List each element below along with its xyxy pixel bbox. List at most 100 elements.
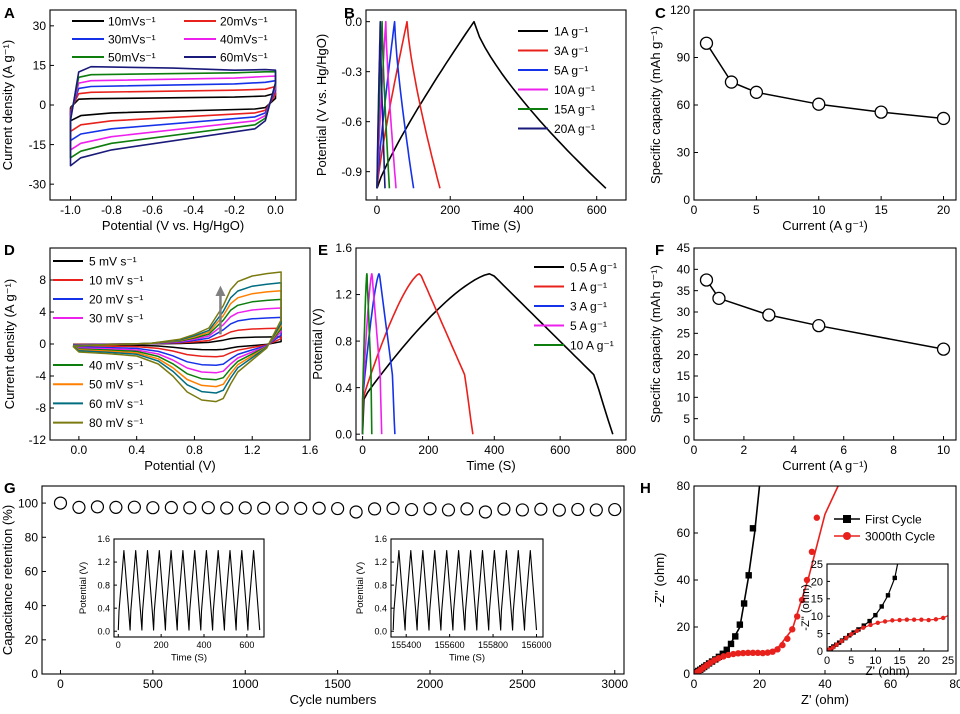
data-point — [779, 641, 786, 649]
gcd-curve — [361, 272, 474, 435]
x-tick-label: 156000 — [521, 640, 551, 650]
legend-entry: 50 mV s⁻¹ — [89, 378, 143, 392]
data-point — [740, 600, 748, 607]
gcd-curve — [361, 272, 396, 435]
data-point — [723, 646, 730, 653]
y-axis-label: Specific capacity (mAh g⁻¹) — [648, 26, 663, 184]
y-tick-label: 40 — [677, 573, 691, 587]
y-tick-label: 0 — [683, 193, 690, 207]
panel-d: 0.0 0.4 0.8 1.2 1.6 -12 -8 -4 0 4 8 Potential (V) Cu… — [2, 247, 319, 473]
data-point — [879, 604, 884, 609]
data-point — [127, 500, 141, 514]
data-point — [904, 617, 910, 622]
inset-cycling: 155400 155600 155800 156000 0.0 0.4 0.8 1.2 1.6 T… — [355, 534, 552, 663]
y-tick-label: 15 — [33, 59, 47, 73]
y-tick-label: 30 — [33, 19, 47, 33]
data-point — [724, 75, 739, 89]
x-tick-label: 2000 — [417, 677, 444, 691]
data-point — [854, 628, 860, 634]
x-tick-label: 2500 — [509, 677, 536, 691]
y-axis-label: -Z'' (ohm) — [800, 584, 812, 630]
legend-entry: 5 mV s⁻¹ — [89, 255, 137, 269]
data-point — [386, 501, 400, 515]
panel-f: 0 2 4 6 8 10 0 5 10 15 20 25 30 35 40 45 Current (A g⁻¹)… — [648, 241, 957, 473]
data-point — [699, 273, 714, 287]
legend-entry: 20A g⁻¹ — [554, 122, 595, 136]
y-tick-label: 15 — [811, 594, 823, 606]
x-tick-label: 10 — [937, 443, 951, 457]
y-tick-label: -12 — [29, 433, 47, 447]
data-point — [552, 503, 566, 517]
gcd-curve — [376, 20, 386, 189]
data-point — [238, 501, 252, 515]
data-point — [769, 648, 776, 655]
legend-entry: 80 mV s⁻¹ — [89, 416, 143, 430]
y-tick-label: 40 — [677, 263, 691, 277]
x-tick-label: 40 — [818, 677, 832, 691]
y-tick-label: 20 — [677, 348, 691, 362]
data-point — [899, 544, 903, 548]
x-tick-label: 20 — [937, 203, 951, 217]
gcd-curve — [376, 20, 607, 189]
y-tick-label: 0.4 — [374, 603, 387, 613]
legend-entry: 30mVs⁻¹ — [108, 33, 156, 47]
legend-entry: 20 mV s⁻¹ — [89, 293, 143, 307]
y-tick-label: 40 — [25, 599, 39, 613]
eis-curve — [694, 486, 761, 674]
data-point — [749, 649, 757, 657]
x-tick-label: 0 — [691, 443, 698, 457]
x-tick-label: 5 — [753, 203, 760, 217]
legend-entry: 50mVs⁻¹ — [108, 51, 156, 65]
y-tick-label: 5 — [817, 628, 823, 640]
panel-label: F — [655, 242, 664, 259]
y-tick-label: 0.0 — [345, 15, 362, 29]
x-tick-label: 80 — [949, 677, 960, 691]
data-point — [936, 111, 951, 126]
x-tick-label: 600 — [239, 640, 254, 650]
data-point — [868, 622, 873, 628]
y-tick-label: 60 — [25, 565, 39, 579]
panel-label: B — [344, 5, 355, 22]
inset-eis: 0 5 10 15 20 25 0 5 10 15 20 25 -Z'' (ohm) Z' (ohm) — [800, 544, 954, 678]
x-tick-label: 600 — [550, 443, 570, 457]
inset-cycling: 0 200 400 600 0.0 0.4 0.8 1.2 1.6 Time (S) Potenti… — [78, 534, 265, 664]
y-axis-label: Potential (V) — [310, 308, 325, 380]
cv-curve — [69, 92, 277, 122]
y-axis-label: Specific capacity (mAh g⁻¹) — [648, 265, 663, 423]
x-tick-label: -1.0 — [60, 203, 81, 217]
data-point — [875, 620, 881, 626]
x-tick-label: 8 — [890, 443, 897, 457]
x-tick-label: 200 — [154, 640, 169, 650]
x-tick-label: 0 — [359, 443, 366, 457]
x-tick-label: -0.4 — [183, 203, 204, 217]
data-point — [885, 593, 891, 598]
y-tick-label: 0 — [683, 433, 690, 447]
data-point — [849, 632, 854, 637]
plot-frame — [113, 538, 265, 638]
y-tick-label: 1.6 — [374, 534, 387, 544]
x-tick-label: 10 — [812, 203, 826, 217]
y-tick-label: 0.4 — [97, 603, 110, 613]
x-tick-label: 15 — [874, 203, 888, 217]
data-point — [897, 617, 902, 623]
x-tick-label: 400 — [484, 443, 504, 457]
y-tick-label: 80 — [677, 479, 691, 493]
data-point — [608, 502, 622, 517]
data-point — [730, 650, 737, 658]
data-point — [827, 647, 832, 651]
data-point — [936, 342, 951, 356]
data-point — [803, 576, 811, 584]
x-tick-label: 0 — [116, 640, 121, 650]
arrow-head-icon — [215, 285, 226, 296]
data-point — [736, 621, 744, 628]
legend-entry: 1A g⁻¹ — [554, 25, 588, 39]
legend-entry: 10A g⁻¹ — [554, 83, 595, 97]
data-point — [762, 308, 776, 322]
x-tick-label: 6 — [840, 443, 847, 457]
data-point — [749, 85, 764, 99]
x-tick-label: -0.2 — [224, 203, 245, 217]
panel-g: 0 500 1000 1500 2000 2500 3000020406080100Cycl… — [0, 485, 628, 707]
data-point — [948, 612, 952, 616]
y-tick-label: 0 — [39, 98, 46, 112]
y-tick-label: 20 — [25, 633, 39, 647]
